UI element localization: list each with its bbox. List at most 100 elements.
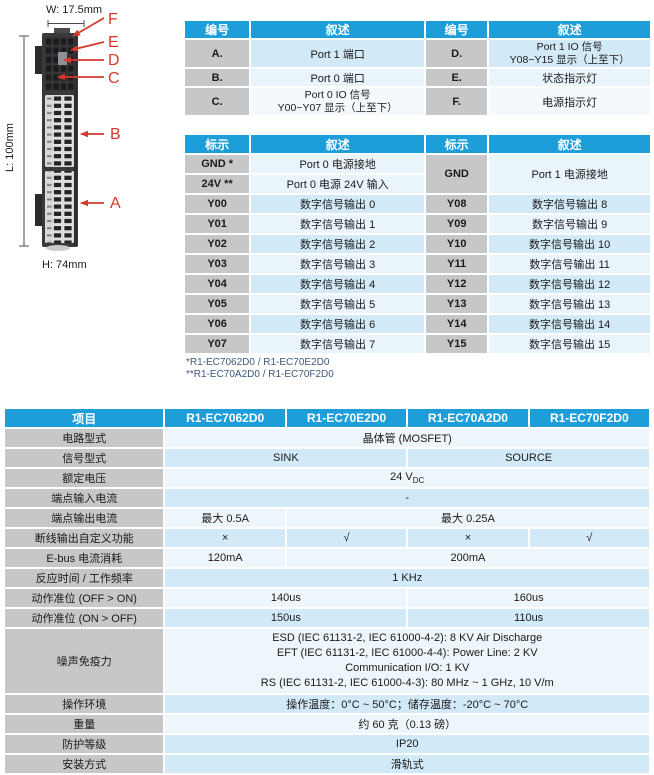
callout-arrows [57,17,105,207]
table-row: 动作准位 (ON > OFF) 150us 110us [5,609,649,627]
footnote-line: *R1-EC7062D0 / R1-EC70E2D0 [186,357,330,368]
table-row: Y03 数字信号输出 3 Y11 数字信号输出 11 [185,255,650,273]
width-dimension-line [47,20,85,27]
spec-value-cell: × [165,529,285,547]
voltage-value: 24 V [390,470,413,483]
arrow-e [70,41,105,52]
noise-line: RS (IEC 61131-2, IEC 61000-4-3): 80 MHz … [260,677,554,689]
signal-label-cell: Y09 [426,215,488,233]
signal-desc-cell: 数字信号输出 13 [489,295,650,313]
table-row: Y02 数字信号输出 2 Y10 数字信号输出 10 [185,235,650,253]
noise-line: EFT (IEC 61131-2, IEC 61000-4-4): Power … [276,647,538,659]
spec-value-cell: √ [286,529,407,547]
callout-letter-d: D [108,52,120,69]
signal-label-cell: Y14 [426,315,488,333]
signal-desc-cell: Port 0 电源 24V 输入 [251,175,425,193]
spec-value-cell: 晶体管 (MOSFET) [165,429,649,447]
callout-desc-cell: Port 0 端口 [251,69,425,86]
callout-letter-f: F [108,11,118,28]
signal-label-cell: Y08 [426,195,488,213]
spec-value-cell: √ [529,529,649,547]
signal-desc-cell: 数字信号输出 1 [251,215,425,233]
signal-desc-cell: 数字信号输出 15 [489,335,650,353]
signal-label-cell: Y06 [185,315,250,333]
col-header-desc-left: 叙述 [251,135,425,153]
table-row: C. Port 0 IO 信号 Y00~Y07 显示（上至下） F. 电源指示灯 [185,88,650,115]
desc-line: Port 1 IO 信号 [536,40,603,53]
spec-value-cell: 1 KHz [165,569,649,587]
signal-desc-cell: 数字信号输出 5 [251,295,425,313]
spec-value-cell: 110us [408,609,649,627]
signal-label-cell: Y04 [185,275,250,293]
col-header-label-left: 标示 [185,135,250,153]
callout-id-cell: A. [185,40,250,67]
spec-label-cell: 端点输入电流 [5,489,164,507]
signal-label-cell: 24V ** [185,175,250,193]
length-dimension-line [19,35,29,247]
callout-id-cell: D. [426,40,488,67]
signal-label-cell: Y12 [426,275,488,293]
footnotes: *R1-EC7062D0 / R1-EC70E2D0 **R1-EC70A2D0… [186,357,334,381]
desc-line: Y08~Y15 显示（上至下） [509,53,630,66]
signal-desc-cell: 数字信号输出 10 [489,235,650,253]
signal-label-cell: GND * [185,155,250,173]
spec-label-cell: 动作准位 (ON > OFF) [5,609,164,627]
callout-desc-cell: Port 1 端口 [251,40,425,67]
noise-line: ESD (IEC 61131-2, IEC 61000-4-2): 8 KV A… [272,632,543,644]
table-row: Y06 数字信号输出 6 Y14 数字信号输出 14 [185,315,650,333]
spec-label-cell: 防护等级 [5,735,164,753]
arrow-f [72,17,105,37]
signal-desc-cell: 数字信号输出 8 [489,195,650,213]
col-header-model-1: R1-EC7062D0 [165,409,285,427]
col-header-id-right: 编号 [426,21,488,38]
col-header-desc-left: 叙述 [251,21,425,38]
signal-desc-cell: 数字信号输出 14 [489,315,650,333]
table-row: Y07 数字信号输出 7 Y15 数字信号输出 15 [185,335,650,353]
signal-label-cell: Y15 [426,335,488,353]
table-row: Y00 数字信号输出 0 Y08 数字信号输出 8 [185,195,650,213]
col-header-desc-right: 叙述 [489,21,650,38]
spec-value-cell: 140us [165,589,407,607]
signal-label-cell: GND [426,155,488,193]
legend-table: 编号 叙述 编号 叙述 A. Port 1 端口 D. Port 1 IO 信号… [183,19,652,117]
signal-desc-cell: 数字信号输出 6 [251,315,425,333]
table-row: 额定电压 24 VDC [5,469,649,487]
col-header-label-right: 标示 [426,135,488,153]
spec-label-cell: 操作环境 [5,695,164,713]
col-header-desc-right: 叙述 [489,135,650,153]
callout-id-cell: C. [185,88,250,115]
signal-table: 标示 叙述 标示 叙述 GND * Port 0 电源接地 GND Port 1… [183,133,652,355]
spec-value-cell: - [165,489,649,507]
table-row: 端点输入电流 - [5,489,649,507]
spec-label-cell: 额定电压 [5,469,164,487]
table-row: Y05 数字信号输出 5 Y13 数字信号输出 13 [185,295,650,313]
io-module-drawing [35,28,78,251]
signal-label-cell: Y13 [426,295,488,313]
spec-value-cell: × [408,529,528,547]
spec-value-cell: 约 60 克（0.13 磅） [165,715,649,733]
signal-header-row: 标示 叙述 标示 叙述 [185,135,650,153]
din-clip-top [35,46,43,74]
callout-letter-e: E [108,34,119,51]
col-header-model-4: R1-EC70F2D0 [529,409,649,427]
signal-label-cell: Y03 [185,255,250,273]
signal-desc-cell: 数字信号输出 0 [251,195,425,213]
table-row: A. Port 1 端口 D. Port 1 IO 信号 Y08~Y15 显示（… [185,40,650,67]
callout-desc-cell: 电源指示灯 [489,88,650,115]
footnote-line: **R1-EC70A2D0 / R1-EC70F2D0 [186,369,334,380]
callout-desc-cell: 状态指示灯 [489,69,650,86]
signal-desc-cell: 数字信号输出 9 [489,215,650,233]
callout-id-cell: B. [185,69,250,86]
callout-desc-cell: Port 0 IO 信号 Y00~Y07 显示（上至下） [251,88,425,115]
table-row: 信号型式 SINK SOURCE [5,449,649,467]
table-row: 端点输出电流 最大 0.5A 最大 0.25A [5,509,649,527]
col-header-item: 项目 [5,409,164,427]
spec-value-cell: 24 VDC [165,469,649,487]
spec-value-cell: IP20 [165,735,649,753]
table-row: 反应时间 / 工作频率 1 KHz [5,569,649,587]
signal-label-cell: Y11 [426,255,488,273]
signal-desc-cell: 数字信号输出 3 [251,255,425,273]
signal-desc-cell: 数字信号输出 4 [251,275,425,293]
spec-value-cell: 150us [165,609,407,627]
